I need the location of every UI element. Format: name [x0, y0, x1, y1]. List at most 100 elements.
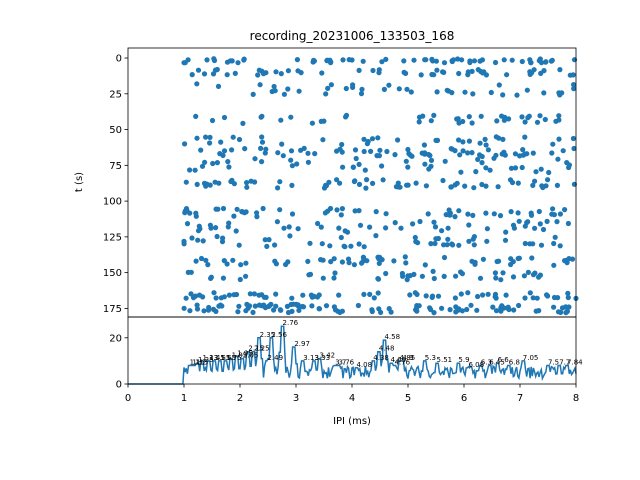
raster-point — [334, 207, 340, 213]
raster-point — [254, 214, 260, 220]
peak-label: 4.9 — [402, 354, 413, 362]
raster-point — [491, 155, 497, 161]
raster-point — [396, 86, 402, 92]
raster-point — [403, 158, 409, 164]
peak-label: 3.7 — [335, 359, 346, 367]
raster-point — [488, 89, 494, 96]
raster-point — [453, 309, 459, 315]
raster-point — [356, 241, 362, 247]
raster-point — [352, 208, 358, 214]
raster-point — [493, 308, 500, 314]
peak-label: 4.08 — [356, 361, 372, 369]
raster-point — [404, 86, 410, 92]
raster-point — [429, 293, 436, 299]
raster-point — [562, 258, 568, 264]
peak-label: 2.97 — [294, 340, 310, 348]
raster-point — [551, 304, 557, 310]
raster-point — [479, 57, 485, 63]
raster-point — [193, 210, 199, 216]
raster-point — [540, 226, 547, 233]
raster-point — [508, 261, 514, 268]
peak-label: 1.95 — [237, 349, 253, 357]
raster-point — [242, 146, 248, 152]
raster-point — [433, 236, 439, 242]
raster-point — [460, 148, 466, 154]
raster-point — [490, 304, 496, 310]
raster-point — [192, 167, 198, 173]
raster-point — [211, 290, 217, 296]
raster-point — [466, 238, 472, 244]
raster-point — [272, 88, 278, 94]
raster-point — [516, 302, 522, 309]
raster-point — [570, 135, 577, 142]
raster-point — [338, 212, 344, 218]
raster-point — [271, 83, 277, 90]
raster-point — [318, 118, 324, 124]
raster-point — [541, 90, 547, 96]
raster-point — [414, 305, 420, 311]
raster-point — [332, 270, 338, 276]
raster-point — [537, 113, 543, 119]
raster-point — [273, 303, 279, 309]
raster-point — [325, 85, 331, 91]
raster-point — [555, 156, 561, 162]
raster-y-tick-label: 150 — [103, 268, 122, 279]
raster-point — [198, 255, 205, 262]
raster-point — [530, 182, 536, 188]
raster-point — [361, 244, 367, 250]
raster-point — [228, 178, 234, 185]
raster-point — [263, 146, 269, 152]
raster-point — [462, 89, 468, 95]
raster-point — [355, 302, 361, 309]
raster-point — [456, 242, 462, 248]
raster-point — [181, 305, 187, 311]
raster-point — [475, 156, 481, 162]
raster-point — [528, 212, 535, 218]
raster-point — [236, 242, 242, 248]
raster-point — [527, 290, 533, 296]
raster-point — [493, 134, 499, 140]
raster-point — [556, 90, 562, 96]
raster-point — [571, 145, 577, 152]
raster-point — [225, 159, 231, 165]
raster-point — [336, 225, 342, 231]
raster-point — [512, 165, 519, 171]
raster-point — [563, 304, 569, 310]
peak-label: 1.55 — [215, 354, 231, 362]
peak-label: 3.13 — [303, 354, 319, 362]
raster-point — [551, 212, 558, 218]
raster-point — [498, 277, 504, 283]
peak-label: 3.33 — [314, 354, 330, 362]
raster-point — [445, 236, 451, 242]
raster-point — [208, 274, 214, 280]
raster-point — [243, 260, 249, 266]
chart-title: recording_20231006_133503_168 — [250, 29, 455, 43]
raster-point — [307, 240, 313, 246]
raster-point — [473, 169, 479, 175]
raster-point — [225, 224, 231, 230]
raster-point — [340, 164, 346, 170]
raster-point — [522, 295, 528, 301]
peak-label: 1.33 — [202, 354, 218, 362]
raster-point — [294, 57, 300, 63]
raster-point — [392, 220, 398, 226]
raster-point — [428, 118, 434, 124]
raster-point — [464, 306, 470, 313]
raster-point — [193, 258, 199, 264]
raster-point — [447, 307, 453, 313]
histogram-line — [128, 325, 577, 385]
raster-point — [203, 257, 209, 263]
raster-point — [492, 270, 498, 276]
raster-point — [213, 206, 219, 212]
raster-point — [511, 307, 517, 313]
raster-point — [247, 291, 253, 297]
raster-point — [477, 152, 483, 158]
raster-point — [565, 294, 571, 301]
raster-point — [367, 291, 373, 297]
raster-point — [428, 241, 434, 247]
raster-point — [453, 273, 459, 279]
raster-point — [510, 274, 517, 280]
raster-point — [502, 237, 509, 243]
raster-point — [399, 270, 405, 277]
